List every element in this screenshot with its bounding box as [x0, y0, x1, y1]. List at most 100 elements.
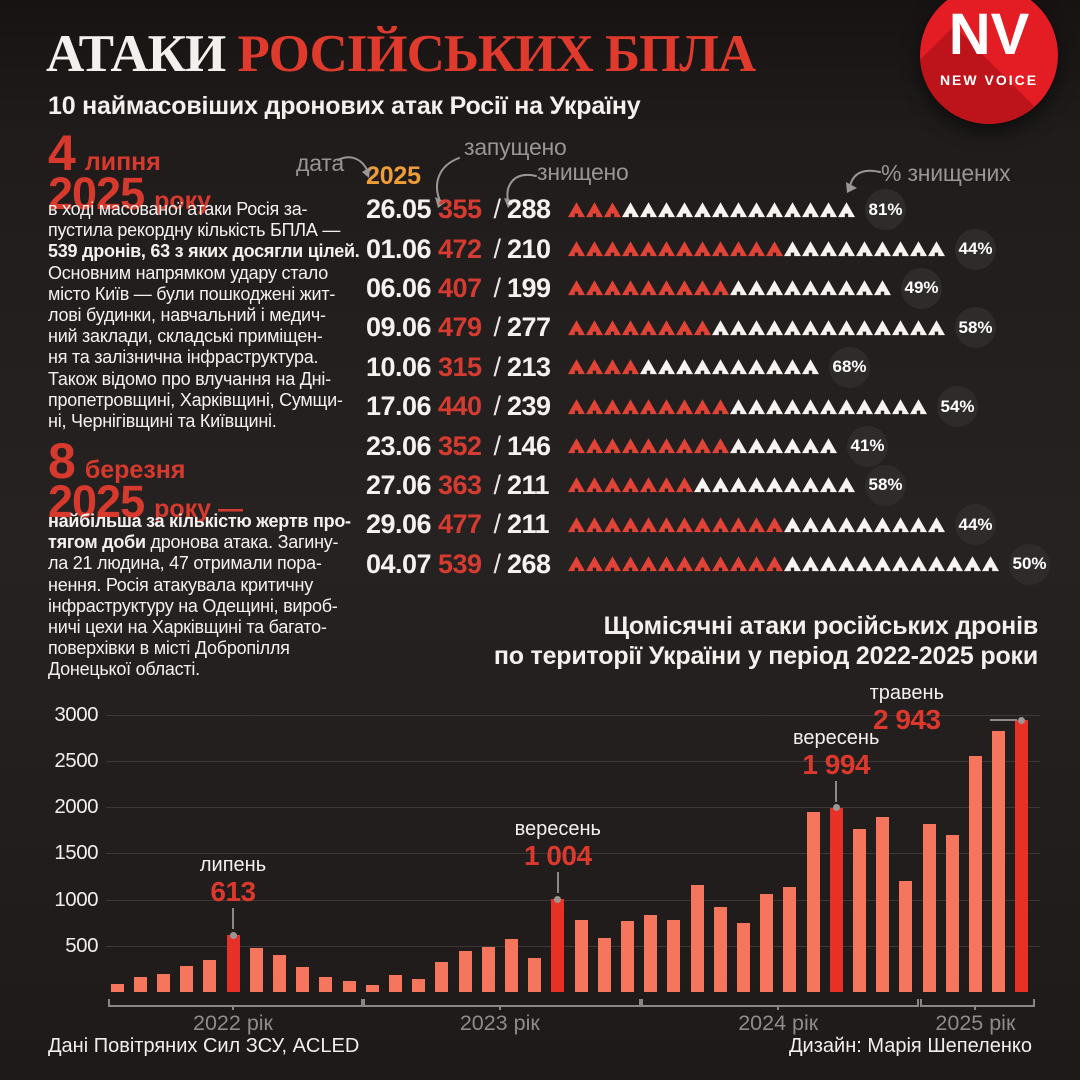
bar-highlight	[551, 899, 565, 992]
drone-icon-hit	[766, 241, 783, 257]
drone-icon-hit	[694, 398, 711, 415]
col-label-date: дата	[296, 150, 344, 176]
attack-row: 29.06 477 / 211 44%	[366, 504, 1066, 546]
drone-icon-destroyed	[730, 438, 747, 454]
drone-icon-hit	[586, 556, 603, 572]
drone-icon-destroyed	[820, 398, 837, 415]
drone-icons	[568, 438, 837, 454]
year-bracket-tick	[232, 1005, 234, 1010]
destroyed-count: 213	[507, 351, 551, 382]
destroyed-count: 211	[507, 509, 550, 540]
drone-icon-hit	[622, 320, 639, 336]
bar	[342, 980, 356, 992]
event-1-paragraph: в ході масованої атаки Росія за- пустила…	[48, 199, 360, 432]
year-label: 2023 рік	[459, 1011, 540, 1035]
drone-icon-destroyed	[658, 201, 675, 218]
drone-icon-destroyed	[928, 556, 945, 572]
drone-icon-destroyed	[730, 477, 747, 493]
drone-icon-hit	[586, 201, 603, 218]
drone-icon-hit	[568, 320, 585, 336]
destroyed-arrow-icon	[504, 173, 537, 208]
drone-icon-destroyed	[766, 398, 783, 415]
bar	[504, 939, 518, 992]
drone-icon-destroyed	[820, 320, 837, 336]
annotation-value: 1 004	[524, 840, 592, 872]
destroyed-percent-badge: 58%	[955, 307, 996, 349]
drone-icon-hit	[568, 517, 585, 533]
drone-icon-hit	[748, 517, 765, 533]
grid-line	[106, 714, 1040, 716]
y-tick-label: 500	[65, 933, 98, 957]
drone-icon-hit	[676, 556, 693, 572]
attack-table: 26.05 355 / 288 81% 01.06 472 / 210 44% …	[366, 189, 1066, 585]
leader-dot	[229, 931, 237, 939]
drone-icon-hit	[694, 280, 711, 296]
drone-icon-hit	[676, 320, 693, 336]
bar-highlight	[226, 935, 240, 992]
separator: /	[493, 272, 501, 303]
drone-icon-destroyed	[802, 517, 819, 533]
drone-icon-destroyed	[694, 359, 711, 375]
attack-row: 06.06 407 / 199 49%	[366, 267, 1066, 309]
grid-line	[106, 945, 1040, 947]
drone-icon-hit	[676, 398, 693, 415]
bar	[272, 955, 286, 992]
drone-icon-destroyed	[892, 320, 909, 336]
event-1-date: 4 липня 2025 року	[48, 128, 211, 216]
drone-icons	[568, 201, 855, 218]
drone-icon-hit	[712, 398, 729, 415]
attack-date: 04.07	[366, 548, 432, 579]
y-tick-label: 2500	[54, 749, 98, 773]
drone-icon-destroyed	[730, 398, 747, 415]
separator: /	[493, 509, 501, 540]
drone-icon-hit	[604, 556, 621, 572]
nv-caption: NEW VOICE	[939, 72, 1039, 88]
drone-icon-hit	[712, 556, 729, 572]
drone-icon-destroyed	[766, 359, 783, 375]
leader-line	[232, 908, 234, 930]
chart-title-line1: Щомісячні атаки російських дронів	[603, 612, 1039, 640]
bar-highlight	[829, 807, 843, 992]
drone-icon-hit	[712, 517, 729, 533]
bar	[435, 962, 449, 992]
col-label-percent: % знищених	[881, 160, 1011, 186]
separator: /	[493, 312, 501, 343]
leader-line	[835, 780, 838, 802]
year-bracket	[107, 999, 363, 1007]
bar	[644, 914, 658, 992]
destroyed-percent-badge: 50%	[1009, 543, 1050, 585]
drone-icon-destroyed	[784, 438, 801, 454]
drone-icon-destroyed	[982, 556, 999, 572]
destroyed-percent-badge: 44%	[955, 504, 996, 546]
bar	[690, 884, 704, 992]
drone-icon-destroyed	[784, 359, 801, 375]
launched-count: 440	[438, 391, 482, 422]
drone-icon-destroyed	[856, 280, 873, 296]
title-word-red: РОСІЙСЬКИХ БПЛА	[237, 25, 757, 83]
drone-icon-hit	[694, 556, 711, 572]
drone-icon-hit	[604, 438, 621, 454]
bar	[156, 973, 170, 992]
leader-line	[989, 719, 1017, 722]
launched-count: 407	[438, 272, 482, 303]
destroyed-percent-badge: 54%	[937, 386, 978, 428]
drone-icon-destroyed	[730, 201, 747, 218]
drone-icon-destroyed	[802, 359, 819, 375]
drone-icon-destroyed	[856, 517, 873, 533]
bar	[713, 906, 727, 992]
launched-count: 539	[438, 548, 482, 579]
drone-icon-hit	[730, 517, 747, 533]
annotation-month: липень	[199, 854, 267, 877]
destroyed-count: 239	[507, 391, 551, 422]
drone-icon-hit	[658, 241, 675, 257]
bar	[899, 880, 913, 992]
annotation-month: вересень	[793, 726, 880, 749]
attack-row: 27.06 363 / 211 58%	[366, 464, 1066, 506]
drone-icon-destroyed	[802, 477, 819, 493]
drone-icon-destroyed	[928, 320, 945, 336]
destroyed-percent-badge: 49%	[901, 267, 942, 309]
drone-icon-hit	[568, 201, 585, 218]
drone-icon-hit	[586, 241, 603, 257]
drone-icon-hit	[604, 359, 621, 375]
drone-icon-destroyed	[910, 398, 927, 415]
